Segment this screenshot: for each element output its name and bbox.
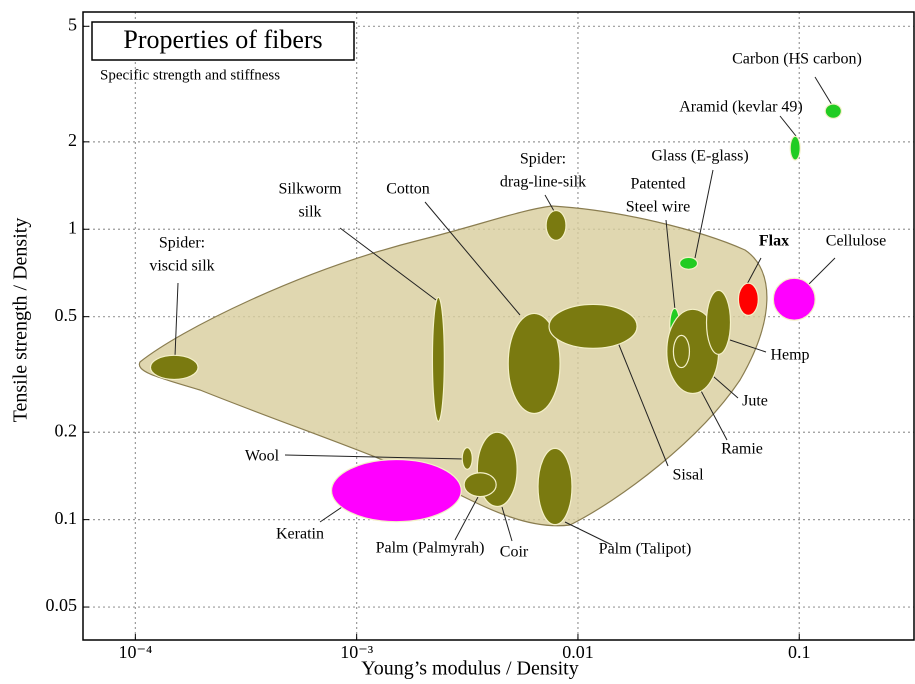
plot-frame	[82, 11, 915, 641]
x-tick-label: 10⁻⁴	[118, 642, 152, 662]
leader-line	[501, 506, 513, 542]
fiber-label: Steel wire	[626, 199, 690, 216]
fiber-ellipse	[463, 472, 497, 498]
fiber-ellipse	[149, 354, 199, 381]
x-tick-label: 0.1	[788, 642, 811, 662]
y-axis-label: Tensile strength / Density	[10, 218, 32, 423]
fiber-ellipse	[537, 447, 573, 526]
fiber-label: silk	[298, 204, 321, 221]
fiber-ellipse	[431, 296, 445, 422]
subtitle: Specific strength and stiffness	[100, 67, 280, 83]
fiber-ellipse	[679, 256, 699, 270]
fiber-label: Keratin	[276, 526, 324, 543]
fiber-ellipse	[545, 209, 567, 241]
y-tick-label: 0.2	[55, 420, 78, 440]
fiber-ellipse	[672, 334, 691, 369]
fiber-label: Hemp	[770, 347, 809, 364]
leader-line	[424, 201, 521, 316]
y-tick-label: 0.5	[55, 305, 78, 325]
fiber-label: Coir	[500, 544, 529, 561]
y-tick-label: 0.05	[46, 595, 78, 615]
y-tick-label: 2	[68, 130, 77, 150]
y-tick-label: 0.1	[55, 508, 78, 528]
fiber-ellipse	[772, 277, 816, 321]
fiber-ellipse	[705, 289, 732, 355]
fiber-label: Patented	[630, 176, 685, 193]
x-tick-label: 10⁻³	[340, 642, 374, 662]
leader-line	[544, 194, 555, 212]
chart-title: Properties of fibers	[123, 25, 322, 54]
leader-line	[616, 339, 669, 467]
fiber-label: Cellulose	[826, 233, 886, 250]
fiber-envelope	[138, 205, 768, 527]
fiber-label: Flax	[759, 233, 789, 250]
x-tick-label: 0.01	[562, 642, 594, 662]
fiber-label: Wool	[245, 448, 280, 465]
fiber-label: Glass (E-glass)	[651, 148, 748, 165]
fiber-label: Carbon (HS carbon)	[732, 51, 862, 68]
fiber-label: Ramie	[721, 441, 763, 458]
fiber-label: Spider:	[159, 235, 205, 252]
leader-line	[814, 76, 833, 106]
y-tick-label: 5	[68, 14, 77, 34]
leader-line	[284, 454, 465, 460]
y-tick-label: 1	[68, 217, 77, 237]
leader-line	[729, 339, 767, 353]
fiber-label: drag-line-silk	[500, 174, 586, 191]
fiber-ellipse	[824, 103, 842, 119]
fiber-label: Silkworm	[278, 181, 342, 198]
leader-line	[564, 521, 613, 546]
leader-line	[779, 115, 797, 137]
fiber-ellipse	[789, 135, 801, 161]
fiber-ellipse	[330, 458, 462, 523]
fiber-label: Cotton	[386, 181, 430, 198]
fiber-label: Sisal	[672, 467, 704, 484]
fiber-label: Palm (Talipot)	[599, 541, 692, 558]
fiber-ellipse	[548, 303, 638, 349]
fiber-label: Palm (Palmyrah)	[376, 540, 485, 557]
fiber-label: Jute	[742, 393, 768, 410]
leader-line	[807, 257, 836, 286]
leader-line	[174, 282, 179, 357]
leader-line	[454, 496, 479, 541]
fiber-ellipse	[461, 447, 473, 470]
fiber-label: Aramid (kevlar 49)	[679, 99, 803, 116]
leader-line	[339, 227, 437, 301]
fiber-ellipse	[507, 312, 561, 415]
title-box	[91, 21, 355, 61]
leader-line	[665, 219, 676, 311]
x-axis-label: Young’s modulus / Density	[361, 658, 578, 680]
leader-line	[694, 169, 714, 259]
fiber-label: viscid silk	[149, 258, 214, 275]
leader-line	[319, 504, 346, 523]
fiber-ellipse	[737, 282, 759, 317]
fiber-label: Spider:	[520, 151, 566, 168]
